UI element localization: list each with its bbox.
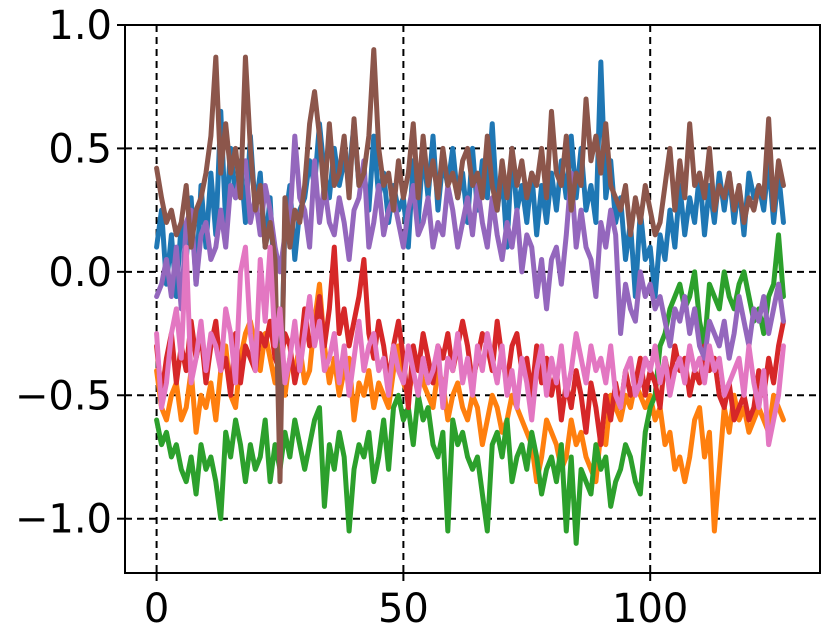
series-line-2 (154, 281, 786, 534)
x-tick-label: 0 (144, 586, 169, 623)
y-tick-label: 1.0 (48, 3, 112, 49)
series-line-6 (154, 47, 786, 485)
y-tick-label: 0.5 (48, 126, 112, 172)
x-tick-label: 50 (378, 586, 429, 623)
series-line-7 (154, 244, 786, 448)
y-tick-label: −1.0 (15, 497, 112, 543)
y-tick-label: −0.5 (15, 373, 112, 419)
axes-frame (124, 24, 821, 574)
axis-ticks: 0 50 100 1.0 0.5 0.0 −0.5 −1.0 (15, 3, 689, 623)
data-series (154, 47, 786, 546)
x-tick-label: 100 (612, 586, 688, 623)
series-line-3 (154, 232, 786, 546)
y-tick-label: 0.0 (48, 250, 112, 296)
